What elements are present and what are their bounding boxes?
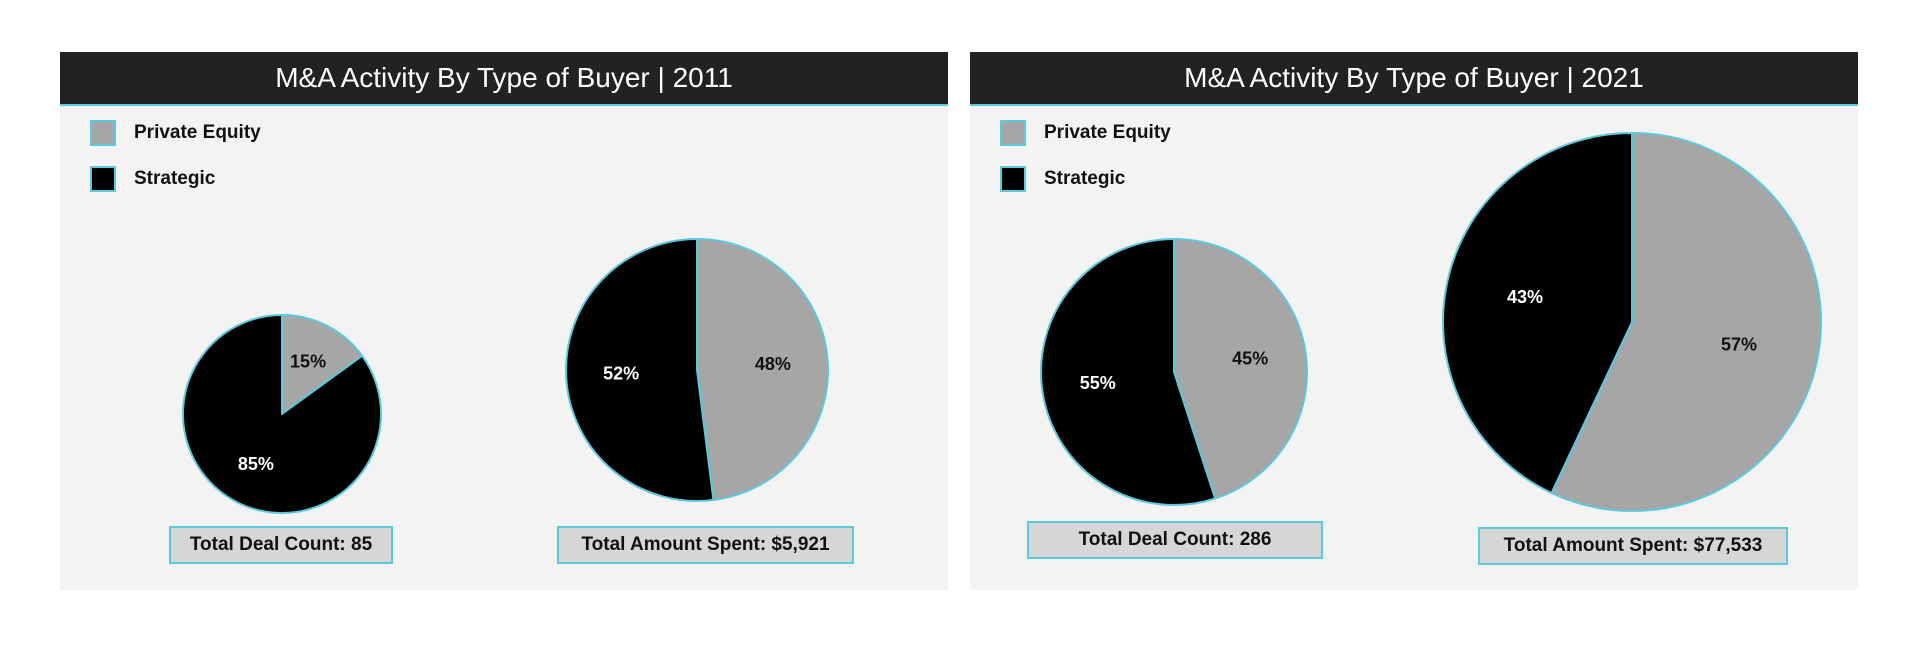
pie-chart-deal-count: 45% 55% (1040, 238, 1308, 506)
pie-slice-label: 45% (1232, 349, 1268, 369)
chart-title: M&A Activity By Type of Buyer | 2011 (60, 52, 948, 106)
pie-slice-private-equity (1173, 238, 1308, 500)
pie-slice-private-equity (1550, 132, 1822, 512)
legend-item-private-equity: Private Equity (90, 118, 261, 148)
pie-slice-strategic (182, 314, 382, 514)
pie-slice-label: 15% (290, 352, 326, 372)
pie-chart-amount-spent: 57% 43% (1442, 132, 1822, 512)
pie-slice-label: 55% (1080, 373, 1116, 393)
legend-swatch (90, 166, 116, 192)
pie-slice-label: 43% (1507, 287, 1543, 307)
legend-swatch (1000, 166, 1026, 192)
total-amount-spent: Total Amount Spent: $5,921 (557, 526, 854, 564)
chart-title: M&A Activity By Type of Buyer | 2021 (970, 52, 1858, 106)
pie-slice-strategic (565, 238, 715, 502)
chart-panel-2011: M&A Activity By Type of Buyer | 2011 Pri… (60, 52, 948, 590)
legend-swatch (1000, 120, 1026, 146)
legend-item-strategic: Strategic (1000, 164, 1171, 194)
pie-chart-amount-spent: 48% 52% (565, 238, 829, 502)
pie-slice-private-equity (281, 314, 364, 415)
legend: Private Equity Strategic (90, 118, 261, 210)
legend-item-private-equity: Private Equity (1000, 118, 1171, 148)
legend: Private Equity Strategic (1000, 118, 1171, 210)
total-deal-count: Total Deal Count: 85 (169, 526, 393, 564)
pie-slice-private-equity (696, 238, 829, 501)
legend-label: Private Equity (1044, 122, 1171, 143)
total-deal-count: Total Deal Count: 286 (1027, 521, 1323, 559)
pie-slice-label: 52% (603, 364, 639, 384)
pie-slice-label: 57% (1721, 335, 1757, 355)
pie-slice-strategic (1040, 238, 1217, 506)
legend-label: Strategic (1044, 168, 1126, 189)
pie-slice-label: 48% (755, 354, 791, 374)
legend-item-strategic: Strategic (90, 164, 261, 194)
pie-slice-label: 85% (238, 454, 274, 474)
legend-swatch (90, 120, 116, 146)
pie-chart-deal-count: 15% 85% (182, 314, 382, 514)
legend-label: Private Equity (134, 122, 261, 143)
pie-slice-strategic (1442, 132, 1633, 495)
total-amount-spent: Total Amount Spent: $77,533 (1478, 527, 1788, 565)
chart-panel-2021: M&A Activity By Type of Buyer | 2021 Pri… (970, 52, 1858, 590)
legend-label: Strategic (134, 168, 216, 189)
